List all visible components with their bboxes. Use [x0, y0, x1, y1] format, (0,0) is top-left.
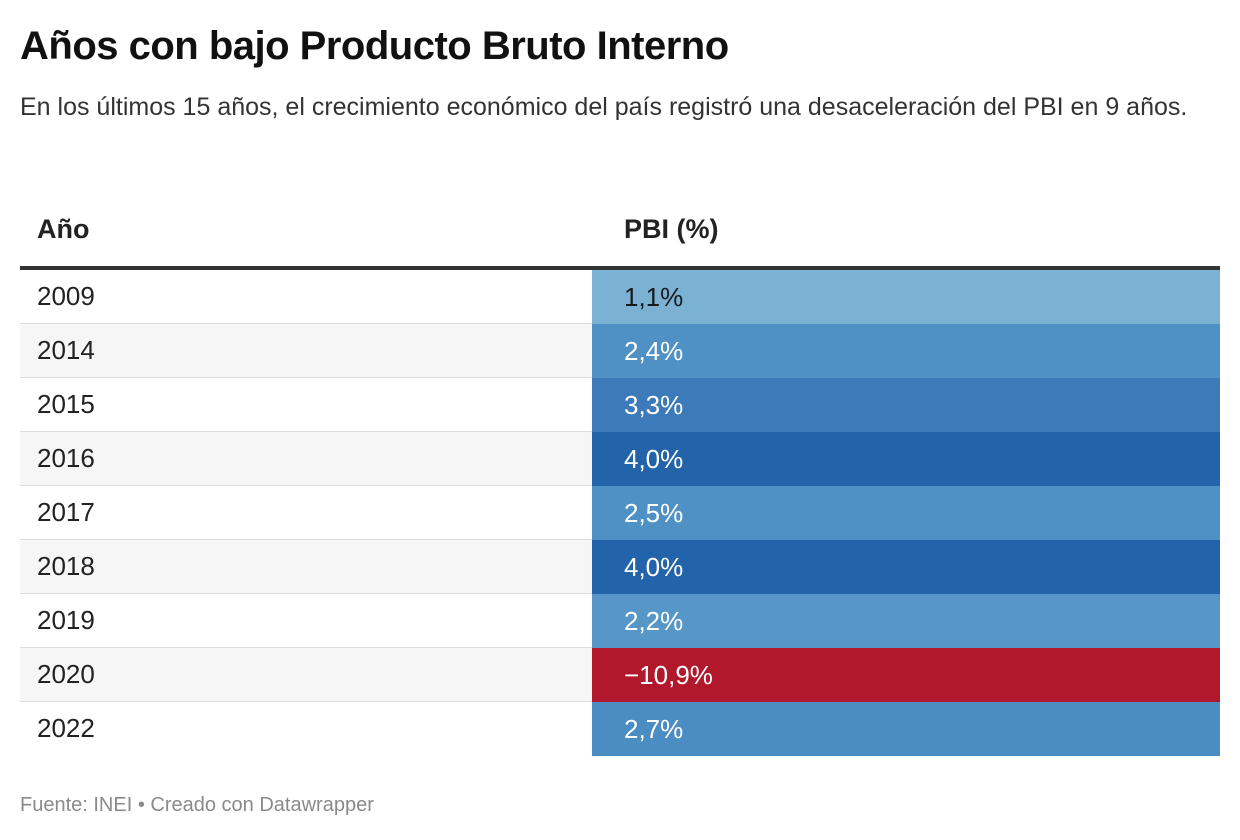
cell-year: 2009: [37, 281, 95, 311]
cell-pbi-value: 1,1%: [592, 270, 1220, 324]
column-header-pbi: PBI (%): [624, 214, 719, 244]
table-row: 2017 2,5%: [20, 486, 1220, 540]
cell-year: 2022: [37, 713, 95, 743]
table-row: 2016 4,0%: [20, 432, 1220, 486]
table-row: 2018 4,0%: [20, 540, 1220, 594]
cell-year: 2015: [37, 389, 95, 419]
cell-year: 2017: [37, 497, 95, 527]
table-row: 2022 2,7%: [20, 702, 1220, 756]
chart-title: Años con bajo Producto Bruto Interno: [20, 24, 729, 68]
cell-year: 2020: [37, 659, 95, 689]
table-row: 2020 −10,9%: [20, 648, 1220, 702]
data-table: Año PBI (%) 2009 1,1% 2014 2,4% 2015 3,3% 2016…: [20, 200, 1220, 756]
source-footer: Fuente: INEI • Creado con Datawrapper: [20, 794, 374, 816]
table-row: 2019 2,2%: [20, 594, 1220, 648]
cell-pbi-value: 2,7%: [592, 702, 1220, 756]
cell-pbi-value: 2,5%: [592, 486, 1220, 540]
cell-year: 2018: [37, 551, 95, 581]
cell-pbi-value: 3,3%: [592, 378, 1220, 432]
table-row: 2014 2,4%: [20, 324, 1220, 378]
cell-pbi-value: 2,4%: [592, 324, 1220, 378]
chart-subtitle: En los últimos 15 años, el crecimiento e…: [20, 93, 1188, 121]
table-header: Año PBI (%): [20, 200, 1220, 270]
column-header-year: Año: [37, 214, 90, 244]
table-row: 2015 3,3%: [20, 378, 1220, 432]
cell-pbi-value: 4,0%: [592, 432, 1220, 486]
cell-year: 2014: [37, 335, 95, 365]
cell-pbi-value: 4,0%: [592, 540, 1220, 594]
table-body: 2009 1,1% 2014 2,4% 2015 3,3% 2016 4,0% 2017 2,5%…: [20, 270, 1220, 756]
table-row: 2009 1,1%: [20, 270, 1220, 324]
cell-pbi-value: −10,9%: [592, 648, 1220, 702]
cell-year: 2016: [37, 443, 95, 473]
cell-pbi-value: 2,2%: [592, 594, 1220, 648]
cell-year: 2019: [37, 605, 95, 635]
